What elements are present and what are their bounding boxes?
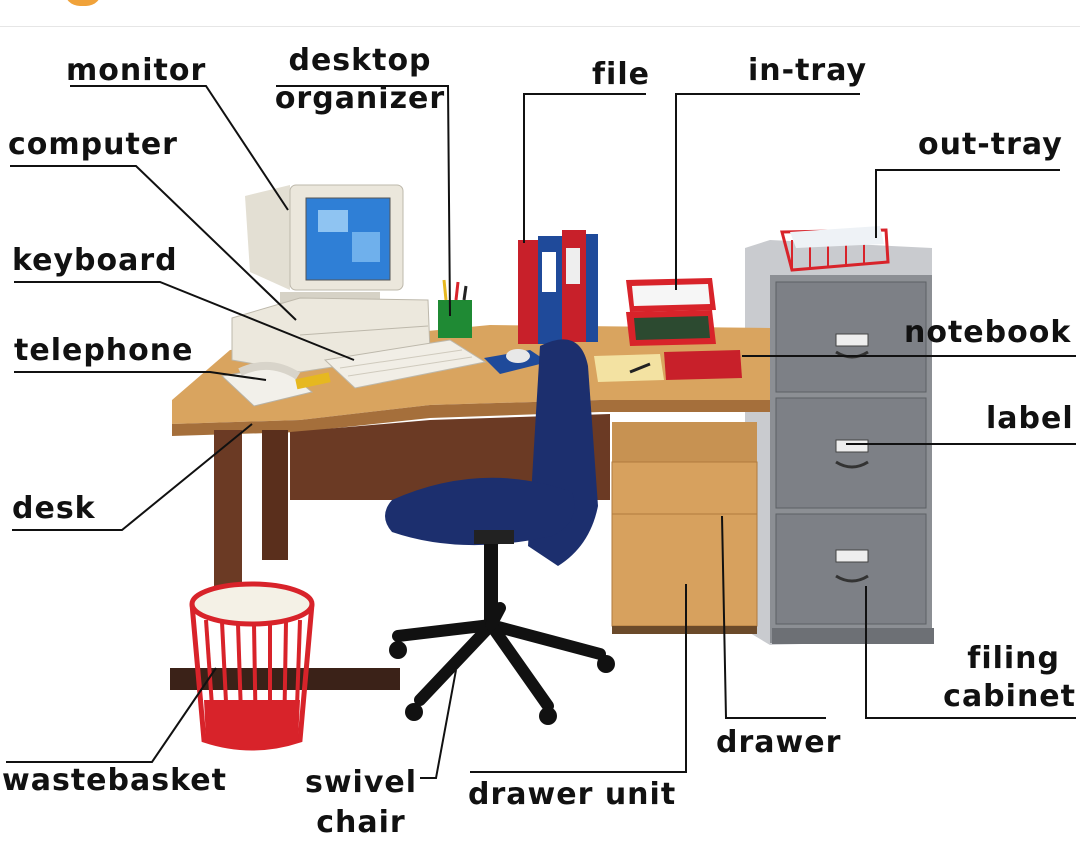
drawer-unit — [611, 422, 758, 634]
out-tray — [780, 226, 890, 272]
label-wastebasket: wastebasket — [2, 763, 227, 798]
label-drawer-unit: drawer unit — [468, 777, 677, 812]
label-desktop-organizer-line1: desktop — [288, 43, 432, 78]
wastebasket — [189, 581, 315, 751]
label-filing-cabinet-line1: filing — [967, 641, 1060, 676]
label-desktop-organizer-line2: organizer — [274, 81, 446, 116]
swivel-chair — [385, 339, 615, 725]
label-label: label — [986, 401, 1074, 436]
label-telephone: telephone — [14, 333, 194, 368]
keyboard-and-mouse — [323, 339, 548, 389]
label-drawer: drawer — [716, 725, 842, 760]
label-in-tray: in-tray — [748, 53, 868, 88]
notebook — [594, 350, 742, 382]
label-out-tray: out-tray — [918, 127, 1063, 162]
top-logo-fragment — [64, 0, 102, 6]
top-bar — [0, 0, 1080, 27]
label-monitor: monitor — [66, 53, 207, 88]
label-filing-cabinet-line2: cabinet — [943, 679, 1076, 714]
label-computer: computer — [8, 127, 178, 162]
label-keyboard: keyboard — [12, 243, 178, 278]
label-swivel-chair-line1: swivel — [304, 765, 418, 800]
label-desk: desk — [12, 491, 96, 526]
label-swivel-chair-line2: chair — [316, 805, 406, 840]
label-file: file — [592, 57, 650, 92]
in-tray — [626, 278, 716, 346]
files — [518, 230, 598, 344]
filing-cabinet — [745, 240, 934, 645]
desktop-organizer — [438, 279, 472, 338]
label-notebook: notebook — [904, 315, 1072, 350]
